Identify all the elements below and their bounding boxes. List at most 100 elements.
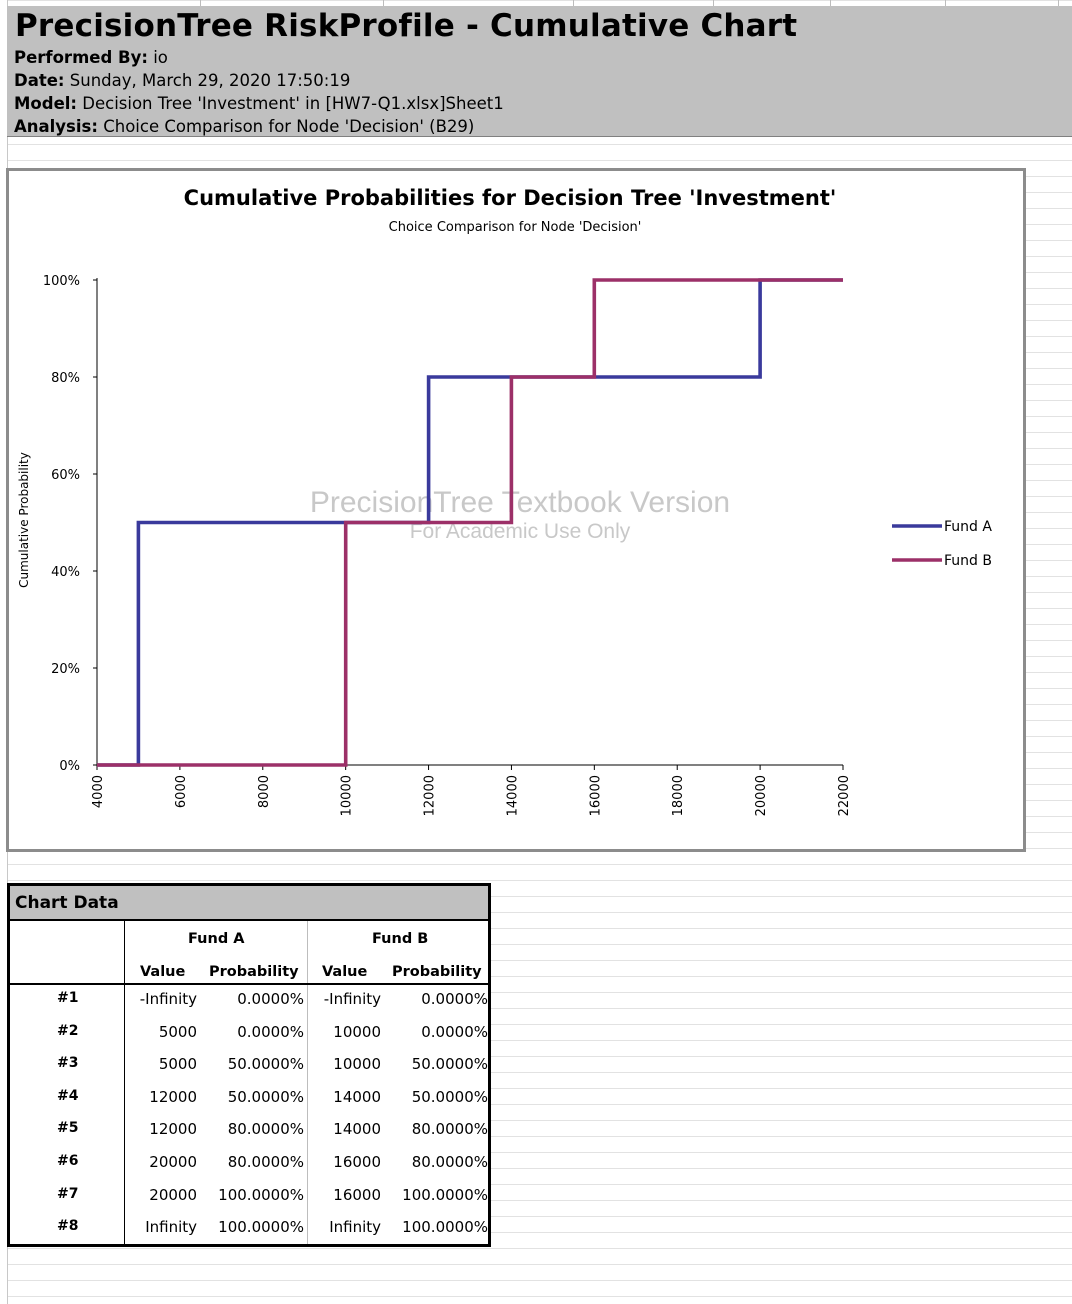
date-label: Date: (14, 71, 65, 90)
fund-b-probability: 100.0000% (402, 1218, 488, 1237)
chart-frame[interactable] (6, 168, 1026, 852)
row-id: #7 (57, 1185, 79, 1202)
series-line-fund-a (97, 278, 843, 767)
table-title: Chart Data (15, 893, 119, 913)
analysis-line: Analysis: Choice Comparison for Node 'De… (14, 117, 474, 136)
column-divider (945, 0, 946, 6)
report-title: PrecisionTree RiskProfile - Cumulative C… (15, 8, 798, 44)
group-header-fund-a: Fund A (188, 931, 245, 947)
fund-a-value: 20000 (149, 1153, 197, 1171)
fund-a-value: 5000 (158, 1022, 197, 1041)
fund-b-value: 16000 (333, 1185, 381, 1204)
x-tick-label: 8000 (257, 775, 272, 808)
legend-label: Fund A (944, 519, 992, 535)
y-axis-ticks: 0% 20% 40% 60% 80% 100% (43, 274, 97, 774)
fund-a-value: -Infinity (139, 990, 197, 1008)
group-header-fund-b: Fund B (372, 931, 429, 947)
row-id: #6 (57, 1153, 79, 1169)
fund-a-value: 20000 (149, 1185, 197, 1204)
fund-a-value: 12000 (149, 1087, 197, 1106)
column-divider (1058, 0, 1059, 6)
y-tick-label: 40% (51, 565, 80, 580)
performed-by-line: Performed By: io (14, 48, 168, 67)
fund-a-probability: 100.0000% (218, 1218, 304, 1237)
y-tick-label: 80% (51, 371, 80, 386)
column-divider (200, 0, 201, 6)
fund-a-probability: 50.0000% (227, 1055, 304, 1074)
fund-b-value: 14000 (333, 1120, 381, 1139)
x-tick-label: 10000 (340, 775, 355, 816)
chart-title: Cumulative Probabilities for Decision Tr… (183, 186, 837, 210)
fund-a-probability: 0.0000% (237, 990, 304, 1008)
fund-b-value: -Infinity (323, 990, 381, 1008)
x-tick-label: 12000 (423, 775, 438, 816)
chart-data-table: Chart Data Fund A Fund B Value Probabili… (7, 883, 491, 1247)
x-tick-label: 6000 (174, 775, 189, 808)
fund-a-value: 5000 (158, 1055, 197, 1074)
date-value: Sunday, March 29, 2020 17:50:19 (69, 71, 351, 90)
analysis-value: Choice Comparison for Node 'Decision' (B… (103, 117, 475, 136)
x-tick-label: 14000 (505, 775, 520, 816)
fund-b-probability: 0.0000% (421, 1022, 488, 1041)
series-line-fund-b (97, 278, 843, 767)
fund-b-probability: 50.0000% (411, 1087, 488, 1106)
row-id: #4 (57, 1087, 79, 1104)
model-line: Model: Decision Tree 'Investment' in [HW… (14, 94, 504, 113)
fund-b-value: 10000 (333, 1055, 381, 1074)
y-tick-label: 100% (43, 274, 80, 289)
chart-series (97, 278, 843, 767)
performed-by-value: io (153, 48, 168, 67)
fund-b-probability: 80.0000% (411, 1120, 488, 1139)
fund-b-probability: 100.0000% (402, 1185, 488, 1204)
fund-a-probability: 80.0000% (227, 1153, 304, 1171)
column-divider (383, 0, 384, 6)
table-header-rule (10, 983, 488, 985)
date-line: Date: Sunday, March 29, 2020 17:50:19 (14, 71, 350, 90)
y-tick-label: 60% (51, 468, 80, 483)
row-id: #8 (57, 1218, 79, 1235)
fund-a-probability: 100.0000% (218, 1185, 304, 1204)
model-label: Model: (14, 94, 78, 113)
performed-by-label: Performed By: (14, 48, 148, 67)
fund-b-probability: 80.0000% (411, 1153, 488, 1171)
watermark-line1: PrecisionTree Textbook Version (310, 486, 730, 519)
fund-a-probability: 80.0000% (227, 1120, 304, 1139)
y-tick-label: 20% (51, 662, 80, 677)
fund-a-value: Infinity (145, 1218, 197, 1237)
fund-b-value: Infinity (329, 1218, 381, 1237)
x-tick-label: 20000 (754, 775, 769, 816)
x-tick-label: 18000 (671, 775, 686, 816)
y-axis-label: Cumulative Probability (17, 452, 31, 588)
row-id: #3 (57, 1055, 79, 1072)
fund-a-value: 12000 (149, 1120, 197, 1139)
x-tick-label: 4000 (91, 775, 106, 808)
col-header-prob-a: Probability (209, 964, 299, 980)
col-header-value-b: Value (322, 964, 368, 980)
fund-b-probability: 0.0000% (421, 990, 488, 1008)
fund-b-value: 16000 (333, 1153, 381, 1171)
row-id: #2 (57, 1022, 79, 1039)
row-id: #5 (57, 1120, 79, 1137)
column-divider (713, 0, 714, 6)
watermark-line2: For Academic Use Only (410, 520, 631, 543)
fund-b-value: 10000 (333, 1022, 381, 1041)
fund-a-probability: 0.0000% (237, 1022, 304, 1041)
table-title-bar: Chart Data (10, 886, 488, 921)
column-divider (573, 0, 574, 6)
x-axis-ticks: 4000 6000 8000 10000 12000 14000 16000 18000 200… (91, 765, 852, 816)
row-id: #1 (57, 990, 79, 1006)
y-tick-label: 0% (59, 759, 80, 774)
fund-b-probability: 50.0000% (411, 1055, 488, 1074)
chart-legend: Fund A Fund B (892, 519, 992, 569)
table-divider (124, 921, 125, 1244)
fund-b-value: 14000 (333, 1087, 381, 1106)
analysis-label: Analysis: (14, 117, 98, 136)
x-tick-label: 16000 (588, 775, 603, 816)
column-divider (830, 0, 831, 6)
x-tick-label: 22000 (837, 775, 852, 816)
col-header-prob-b: Probability (392, 964, 482, 980)
table-divider (307, 921, 308, 1244)
chart-subtitle: Choice Comparison for Node 'Decision' (388, 220, 642, 235)
legend-label: Fund B (944, 553, 992, 569)
